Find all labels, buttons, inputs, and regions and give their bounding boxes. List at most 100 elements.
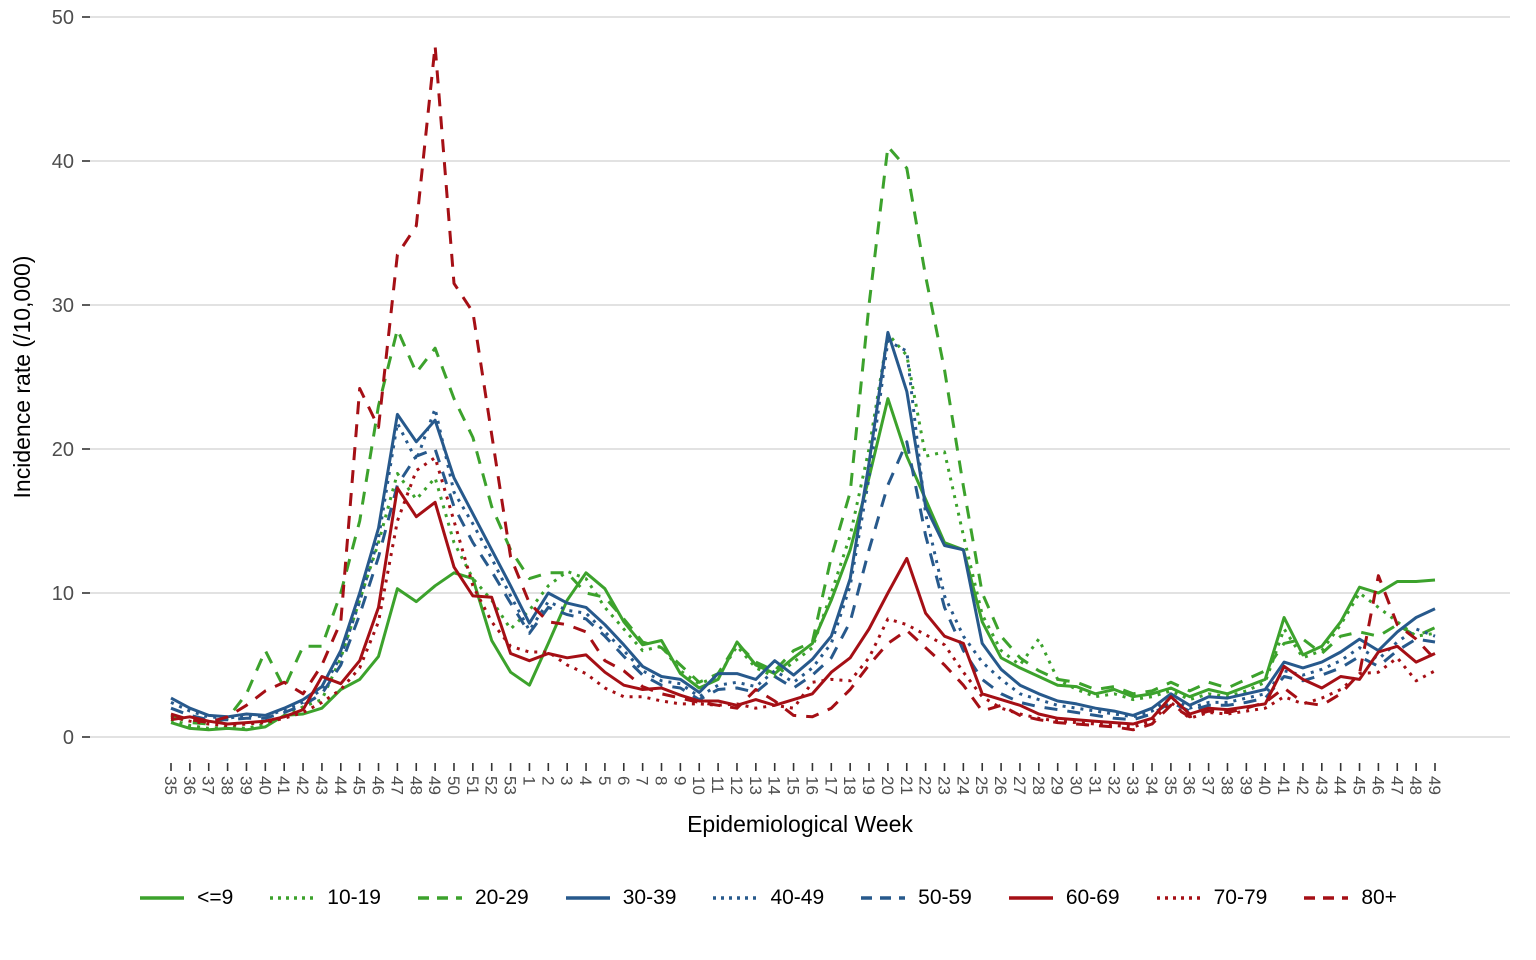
x-axis-tick-label: 31: [1085, 776, 1104, 795]
legend-swatch-dotted-line: [1156, 896, 1201, 900]
x-axis-tick-label: 5: [595, 776, 614, 785]
series-line-40-49: [170, 339, 1436, 720]
x-axis-tick-label: 48: [1406, 776, 1425, 795]
x-axis-tick-label: 19: [859, 776, 878, 795]
series-line-80+: [170, 44, 1437, 732]
x-axis-tick-label: 42: [293, 776, 312, 795]
series-lines: [170, 44, 1437, 732]
x-axis-tick-label: 12: [727, 776, 746, 795]
x-axis-tick-label: 7: [633, 776, 652, 785]
y-axis-tick-label: 30: [52, 295, 74, 317]
x-axis-tick-label: 35: [1161, 776, 1180, 795]
x-axis-tick-label: 14: [765, 776, 784, 795]
legend-label: 80+: [1361, 886, 1397, 909]
x-axis-tick-label: 30: [1067, 776, 1086, 795]
x-axis-tick-label: 2: [538, 776, 557, 785]
legend-item-50-59: 50-59: [860, 886, 972, 910]
x-axis-tick-label: 28: [1029, 776, 1048, 795]
x-axis-tick-label: 41: [1274, 776, 1293, 795]
y-axis-tick-label: 40: [52, 151, 74, 173]
legend-swatch-dashed-line: [861, 896, 906, 900]
legend-label: 20-29: [475, 886, 529, 909]
x-axis-tick-label: 38: [218, 776, 237, 795]
x-axis-tick-label: 44: [1331, 776, 1350, 795]
x-axis-tick-label: 49: [1425, 776, 1444, 795]
legend-label: 50-59: [918, 886, 972, 909]
x-axis-tick-label: 45: [1350, 776, 1369, 795]
x-axis-tick-label: 3: [557, 776, 576, 785]
series-line-<=9: [170, 397, 1436, 732]
x-axis-tick-label: 24: [953, 776, 972, 795]
x-axis-tick-label: 36: [180, 776, 199, 795]
x-axis-tick-label: 52: [482, 776, 501, 795]
x-axis-tick-label: 9: [670, 776, 689, 785]
x-axis-tick-label: 25: [972, 776, 991, 795]
x-axis-tick-label: 6: [614, 776, 633, 785]
x-axis-tick-label: 1: [519, 776, 538, 785]
x-axis-tick-label: 44: [331, 776, 350, 795]
x-axis-tick-label: 34: [1142, 776, 1161, 795]
legend-item-40-49: 40-49: [712, 886, 824, 910]
legend-swatch-solid-line: [140, 896, 185, 900]
y-axis-tick-label: 0: [63, 727, 74, 749]
y-axis-tick-label: 50: [52, 7, 74, 29]
x-axis-tick-label: 8: [652, 776, 671, 785]
legend-label: 10-19: [327, 886, 381, 909]
x-axis-tick-label: 51: [463, 776, 482, 795]
series-line-50-59: [170, 440, 1436, 722]
x-axis-tick-label: 17: [821, 776, 840, 795]
legend-swatch-solid-line: [1008, 896, 1053, 900]
x-axis-tick-label: 41: [274, 776, 293, 795]
x-axis-tick-label: 39: [1236, 776, 1255, 795]
legend-label: 60-69: [1065, 886, 1120, 909]
legend-item-60-69: 60-69: [1008, 886, 1120, 910]
x-axis-tick-label: 27: [1010, 776, 1029, 795]
x-axis-title: Epidemiological Week: [687, 811, 913, 837]
legend-label: 40-49: [770, 886, 825, 909]
x-axis-tick-label: 13: [746, 776, 765, 795]
x-axis-tick-label: 40: [255, 776, 274, 795]
x-axis-tick-label: 10: [689, 776, 708, 795]
x-axis-tick-label: 40: [1255, 776, 1274, 795]
x-axis-tick-label: 18: [840, 776, 859, 795]
legend-label: 30-39: [622, 886, 677, 909]
x-axis-tick-label: 45: [350, 776, 369, 795]
x-axis-tick-label: 43: [312, 776, 331, 795]
x-axis-tick-label: 37: [1199, 776, 1218, 795]
series-line-10-19: [170, 332, 1436, 730]
x-axis-tick-label: 47: [1387, 776, 1406, 795]
x-axis-tick-label: 37: [199, 776, 218, 795]
x-axis-tick-label: 36: [1180, 776, 1199, 795]
legend-item-20-29: 20-29: [417, 886, 529, 910]
legend-item-80+: 80+: [1303, 886, 1397, 910]
legend-label: <=9: [197, 886, 234, 909]
x-axis-tick-label: 15: [784, 776, 803, 795]
legend-swatch-dashed-line: [418, 896, 462, 900]
legend-swatch-dotted-line: [713, 896, 758, 900]
gridlines: [90, 16, 1510, 738]
x-axis-tick-label: 22: [916, 776, 935, 795]
x-axis-tick-label: 38: [1217, 776, 1236, 795]
legend-item-30-39: 30-39: [565, 886, 677, 910]
x-axis-tick-label: 4: [576, 776, 595, 785]
x-axis-tick-label: 35: [161, 776, 180, 795]
x-axis-tick-label: 53: [501, 776, 520, 795]
x-axis-tick-label: 49: [425, 776, 444, 795]
chart-legend: <=9 10-19 20-29 30-39 40-49 50-59 60-69 70-79 80…: [0, 886, 1536, 910]
legend-swatch-dotted-line: [270, 896, 315, 900]
x-axis-tick-label: 33: [1123, 776, 1142, 795]
legend-swatch-solid-line: [565, 896, 610, 900]
y-axis-title: Incidence rate (/10,000): [9, 256, 35, 499]
legend-swatch-dashed-line: [1304, 896, 1349, 900]
x-axis-tick-label: 32: [1104, 776, 1123, 795]
x-axis-tick-label: 46: [369, 776, 388, 795]
series-line-70-79: [170, 456, 1436, 729]
x-axis-tick-label: 47: [387, 776, 406, 795]
series-line-20-29: [170, 145, 1436, 726]
x-axis-tick-label: 21: [897, 776, 916, 795]
x-axis-tick-label: 46: [1368, 776, 1387, 795]
x-axis-tick-label: 50: [444, 776, 463, 795]
series-line-30-39: [170, 330, 1436, 719]
